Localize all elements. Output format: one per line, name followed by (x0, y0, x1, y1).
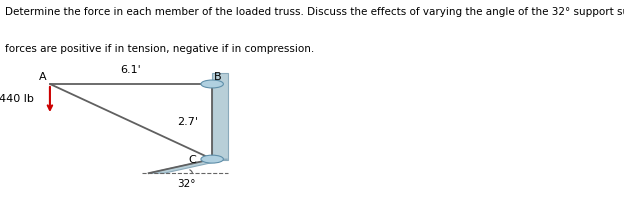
Polygon shape (212, 73, 228, 160)
Text: Determine the force in each member of the loaded truss. Discuss the effects of v: Determine the force in each member of th… (5, 7, 624, 17)
Text: C: C (189, 155, 197, 165)
Circle shape (201, 155, 223, 163)
Text: 2.7': 2.7' (177, 116, 198, 127)
Text: A: A (39, 72, 47, 82)
Text: 440 lb: 440 lb (0, 94, 34, 105)
Circle shape (201, 80, 223, 88)
Text: forces are positive if in tension, negative if in compression.: forces are positive if in tension, negat… (5, 44, 314, 54)
Text: 32°: 32° (177, 179, 195, 189)
Polygon shape (149, 159, 228, 173)
Text: 6.1': 6.1' (120, 65, 142, 75)
Text: B: B (214, 72, 222, 82)
